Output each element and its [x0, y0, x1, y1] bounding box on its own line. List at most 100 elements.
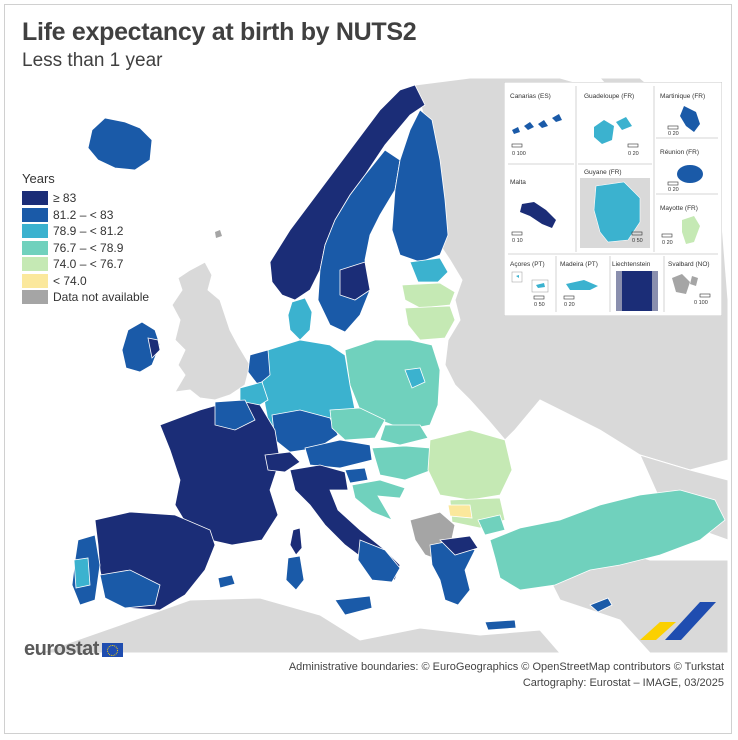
region-great-britain: [171, 261, 251, 401]
region-denmark: [287, 297, 313, 341]
logo-text: eurostat: [24, 638, 99, 660]
region-romania: [427, 429, 513, 501]
legend-label: < 74.0: [53, 273, 87, 288]
region-cyprus: [589, 597, 613, 613]
legend-item: 78.9 – < 81.2: [22, 223, 149, 240]
eurostat-logo: eurostat: [24, 638, 123, 661]
region-italy-south: [357, 539, 401, 583]
region-poland: [344, 339, 441, 431]
region-sweden: [317, 149, 401, 333]
legend-label: Data not available: [53, 290, 150, 305]
legend-swatch: [22, 224, 48, 239]
inset-scale: 0 100: [512, 151, 526, 157]
region-ireland-dublin: [147, 337, 161, 359]
legend-swatch: [22, 290, 48, 305]
legend-label: 78.9 – < 81.2: [53, 224, 124, 239]
legend-label: ≥ 83: [53, 191, 77, 206]
region-finland: [391, 109, 449, 263]
inset-label: Martinique (FR): [660, 93, 705, 100]
credits-cartography: Cartography: Eurostat – IMAGE, 03/2025: [522, 677, 724, 689]
map-title: Life expectancy at birth by NUTS2: [22, 18, 417, 46]
region-slovakia: [379, 424, 429, 446]
region-ireland: [121, 321, 161, 373]
region-turkiye: [489, 489, 726, 591]
legend-item: 81.2 – < 83: [22, 207, 149, 224]
inset-label: Svalbard (NO): [668, 261, 710, 268]
map-credits: Administrative boundaries: © EuroGeograp…: [289, 659, 724, 691]
inset-liechtenstein: Liechtenstein: [612, 261, 658, 311]
inset-label: Guadeloupe (FR): [584, 93, 634, 100]
legend-label: 76.7 – < 78.9: [53, 240, 124, 255]
region-sardinia: [285, 555, 305, 591]
inset-label: Liechtenstein: [612, 261, 651, 268]
region-lithuania: [404, 305, 456, 341]
inset-svalbard: Svalbard (NO) 0 100: [668, 261, 711, 306]
inset-label: Canarias (ES): [510, 93, 551, 100]
region-balearic: [217, 574, 236, 589]
inset-scale: 0 20: [668, 131, 679, 137]
legend-label: 81.2 – < 83: [53, 207, 114, 222]
legend-label: 74.0 – < 76.7: [53, 257, 124, 272]
legend-item: 76.7 – < 78.9: [22, 240, 149, 257]
region-sicily: [334, 595, 373, 616]
legend-swatch: [22, 191, 48, 206]
inset-scale: 0 100: [694, 300, 708, 306]
inset-label: Açores (PT): [510, 261, 545, 268]
inset-malta: Malta 0 10: [510, 179, 556, 244]
insets-panel: Canarias (ES) 0 100 Guadeloupe (FR) 0 20…: [504, 82, 722, 316]
region-belgium: [239, 381, 269, 409]
region-norway: [269, 84, 426, 301]
map-legend: Years ≥ 83 81.2 – < 83 78.9 – < 81.2 76.7 –…: [22, 171, 149, 306]
region-croatia: [351, 479, 406, 521]
inset-label: Madeira (PT): [560, 261, 598, 268]
legend-title: Years: [22, 171, 55, 186]
region-france-north: [214, 399, 256, 431]
inset-scale: 0 20: [662, 240, 673, 246]
brand-accent-shape: [640, 602, 716, 640]
region-slovenia: [344, 467, 369, 484]
region-hungary: [371, 445, 433, 481]
region-greece-north: [439, 535, 479, 556]
legend-swatch: [22, 240, 48, 255]
region-france: [159, 399, 281, 546]
inset-label: Réunion (FR): [660, 149, 699, 156]
region-corsica: [289, 527, 303, 556]
inset-reunion: Réunion (FR) 0 20: [660, 149, 703, 193]
region-portugal-centre: [73, 557, 91, 589]
region-germany-south: [271, 409, 339, 453]
eu-flag-icon: [101, 642, 123, 657]
region-crete: [484, 619, 517, 631]
legend-item: 74.0 – < 76.7: [22, 256, 149, 273]
credits-boundaries: Administrative boundaries: © EuroGeograp…: [288, 661, 724, 673]
inset-label: Malta: [510, 179, 526, 186]
inset-scale: 0 20: [628, 151, 639, 157]
inset-scale: 0 50: [632, 238, 643, 244]
inset-label: Guyane (FR): [584, 169, 622, 176]
legend-swatch: [22, 257, 48, 272]
region-sweden-stockholm: [339, 261, 371, 301]
legend-item: ≥ 83: [22, 190, 149, 207]
region-latvia: [401, 282, 456, 309]
inset-guyane: Guyane (FR) 0 50: [580, 169, 650, 248]
region-austria: [304, 439, 373, 469]
inset-mayotte: Mayotte (FR) 0 20: [660, 205, 700, 246]
inset-madeira: Madeira (PT) 0 20: [560, 261, 598, 308]
region-turkiye-west: [477, 514, 506, 536]
inset-canarias: Canarias (ES) 0 100: [510, 93, 562, 157]
region-estonia: [409, 257, 449, 283]
inset-guadeloupe: Guadeloupe (FR) 0 20: [584, 93, 639, 157]
map-subtitle: Less than 1 year: [22, 50, 163, 71]
region-poland-warsaw: [404, 367, 426, 389]
region-iceland: [87, 117, 153, 171]
inset-scale: 0 20: [564, 302, 575, 308]
inset-scale: 0 10: [512, 238, 523, 244]
inset-scale: 0 20: [668, 187, 679, 193]
legend-swatch: [22, 207, 48, 222]
inset-martinique: Martinique (FR) 0 20: [660, 93, 705, 137]
legend-item: < 74.0: [22, 273, 149, 290]
europe-map: [39, 78, 728, 653]
inset-acores: Açores (PT) 0 50: [510, 261, 549, 308]
inset-label: Mayotte (FR): [660, 205, 698, 212]
region-north-africa: [39, 597, 561, 653]
region-spain-south: [99, 569, 161, 609]
